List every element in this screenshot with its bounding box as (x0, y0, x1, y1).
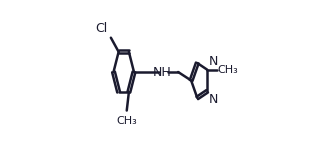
Text: N: N (209, 55, 218, 68)
Text: Cl: Cl (95, 22, 107, 35)
Text: CH₃: CH₃ (116, 116, 137, 126)
Text: CH₃: CH₃ (218, 65, 238, 75)
Text: NH: NH (153, 66, 171, 78)
Text: N: N (209, 93, 218, 106)
